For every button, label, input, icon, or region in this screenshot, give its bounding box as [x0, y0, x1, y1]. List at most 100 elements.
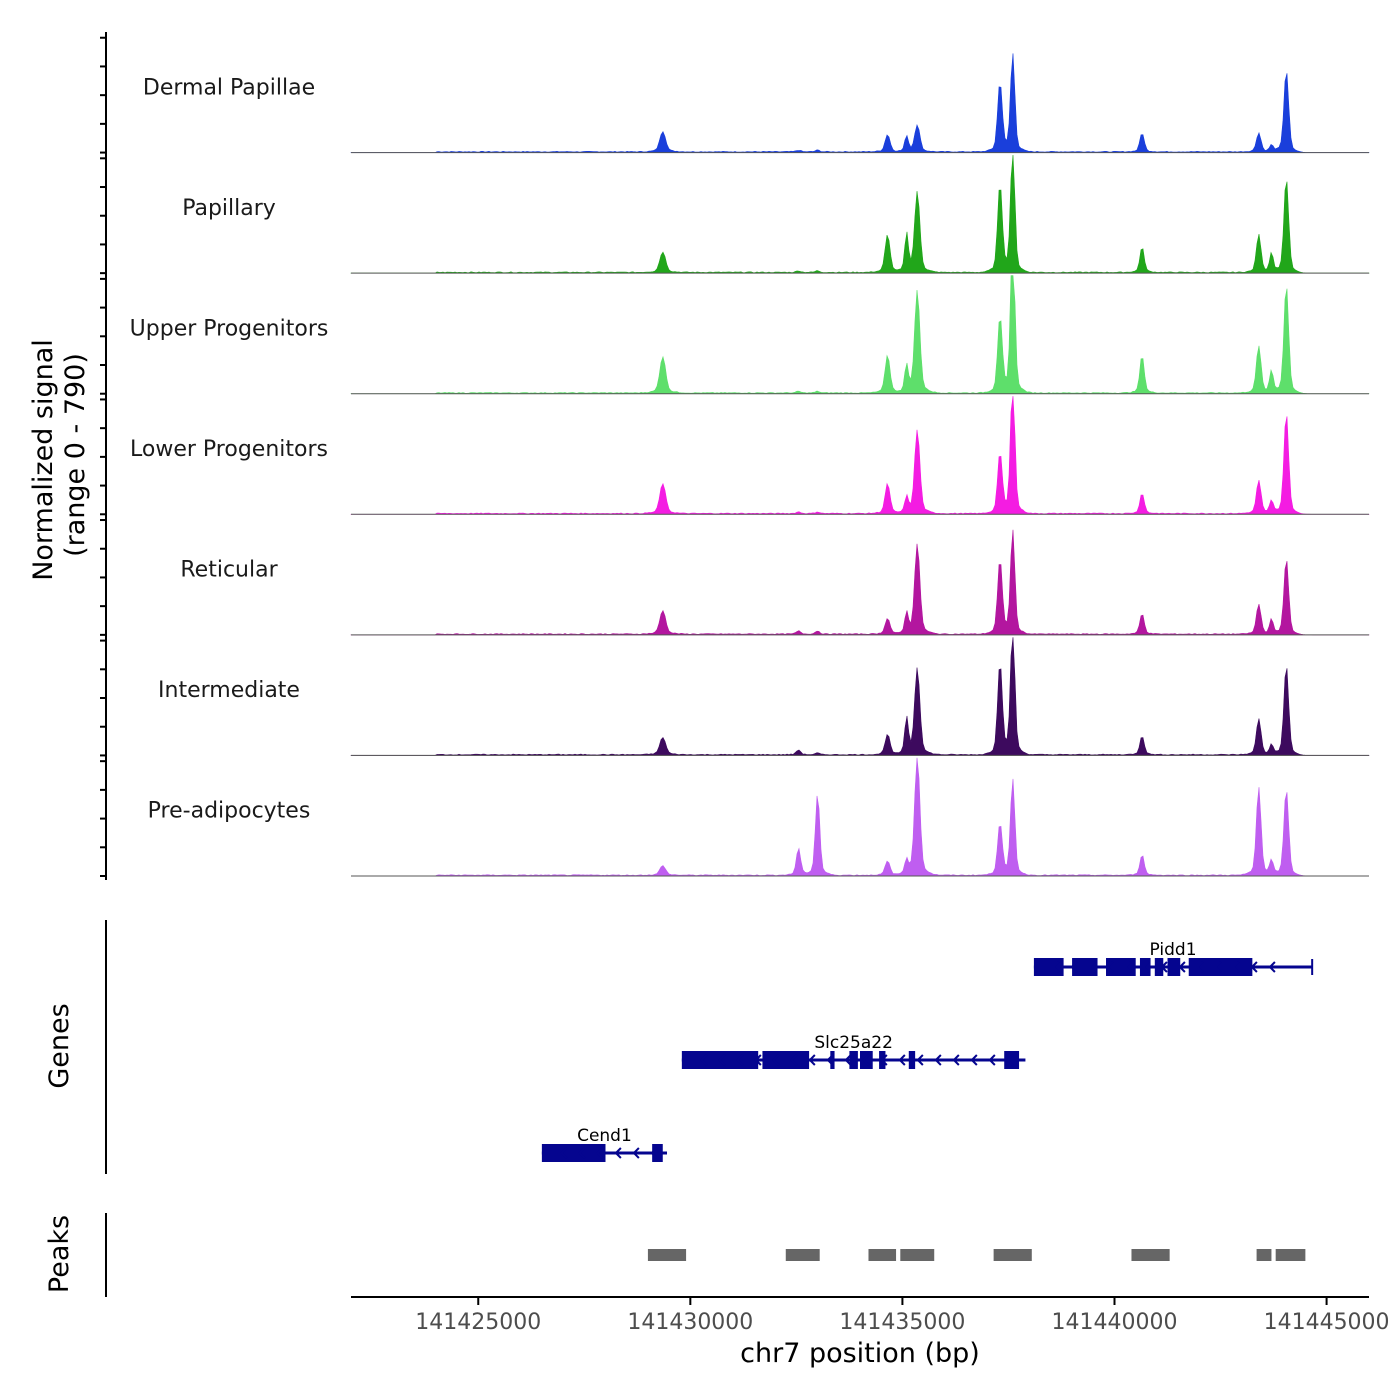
- signal-area: [350, 275, 1370, 395]
- strand-arrow: [790, 1054, 798, 1066]
- x-tick-label: 141435000: [839, 1310, 965, 1335]
- exon: [762, 1051, 810, 1069]
- peaks-track-label: Peaks: [44, 1215, 75, 1293]
- track-label: Lower Progenitors: [130, 437, 328, 462]
- strand-arrow: [614, 1147, 622, 1159]
- signal-area: [350, 396, 1370, 515]
- exon: [908, 1051, 916, 1069]
- strand-arrow: [898, 1054, 906, 1066]
- strand-arrow: [736, 1054, 744, 1066]
- genes-track-label: Genes: [44, 1003, 75, 1088]
- strand-arrow: [754, 1054, 762, 1066]
- strand-arrow: [1250, 961, 1258, 973]
- strand-arrow: [970, 1054, 978, 1066]
- strand-arrow: [1196, 961, 1204, 973]
- strand-arrow: [1124, 961, 1132, 973]
- track-label: Dermal Papillae: [143, 75, 315, 100]
- peak-region: [900, 1249, 935, 1261]
- strand-arrow: [952, 1054, 960, 1066]
- strand-arrow: [1268, 961, 1276, 973]
- peak-region: [785, 1249, 820, 1261]
- track-label: Intermediate: [158, 678, 300, 703]
- gene-track: Pidd1 Slc25a22 Cend1: [541, 940, 1314, 1162]
- x-tick-label: 141430000: [627, 1310, 753, 1335]
- signal-area: [350, 529, 1370, 636]
- exon: [1033, 958, 1064, 976]
- exon: [860, 1051, 873, 1069]
- gene-pidd1: Pidd1: [1033, 940, 1314, 976]
- track-papillary: Papillary: [182, 154, 1370, 274]
- strand-arrow: [880, 1054, 888, 1066]
- gene-slc25a22: Slc25a22: [681, 1033, 1026, 1069]
- signal-area: [350, 154, 1370, 274]
- track-lower-progenitors: Lower Progenitors: [130, 396, 1370, 515]
- strand-arrow: [1006, 1054, 1014, 1066]
- x-axis-ticks: 141425000 141430000 141435000 141440000 1414…: [415, 1297, 1390, 1335]
- peak-region: [993, 1249, 1032, 1261]
- exon: [652, 1144, 663, 1162]
- gene-cend1: Cend1: [541, 1126, 668, 1162]
- x-tick-label: 141440000: [1052, 1310, 1178, 1335]
- strand-arrow: [632, 1147, 640, 1159]
- strand-arrow: [862, 1054, 870, 1066]
- strand-arrow: [718, 1054, 726, 1066]
- strand-arrow: [650, 1147, 658, 1159]
- gene-label: Cend1: [577, 1126, 632, 1146]
- x-tick-label: 141445000: [1264, 1310, 1390, 1335]
- strand-arrow: [560, 1147, 568, 1159]
- peak-track: [647, 1249, 1306, 1261]
- strand-arrow: [1106, 961, 1114, 973]
- strand-arrow: [844, 1054, 852, 1066]
- signal-axis-ticks: [100, 36, 106, 877]
- peak-region: [868, 1249, 897, 1261]
- strand-arrow: [934, 1054, 942, 1066]
- gene-label: Slc25a22: [814, 1033, 893, 1053]
- strand-arrow: [1214, 961, 1222, 973]
- exon: [830, 1051, 835, 1069]
- strand-arrow: [700, 1054, 708, 1066]
- signal-area: [350, 637, 1370, 756]
- strand-arrow: [988, 1054, 996, 1066]
- exon: [1154, 958, 1164, 976]
- exon: [849, 1051, 858, 1069]
- gene-label: Pidd1: [1150, 940, 1197, 960]
- strand-arrow: [1052, 961, 1060, 973]
- strand-arrow: [1070, 961, 1078, 973]
- strand-arrow: [1160, 961, 1168, 973]
- track-reticular: Reticular: [180, 529, 1370, 636]
- strand-arrow: [772, 1054, 780, 1066]
- peak-region: [1275, 1249, 1306, 1261]
- exon: [1072, 958, 1098, 976]
- peak-region: [1256, 1249, 1272, 1261]
- strand-arrow: [1142, 961, 1150, 973]
- exon: [1167, 958, 1181, 976]
- strand-arrow: [1232, 961, 1240, 973]
- strand-arrow: [1178, 961, 1186, 973]
- signal-area: [350, 53, 1370, 153]
- x-axis-title: chr7 position (bp): [740, 1338, 980, 1369]
- strand-arrow: [596, 1147, 604, 1159]
- track-label: Reticular: [180, 558, 278, 583]
- strand-arrow: [578, 1147, 586, 1159]
- peak-region: [1131, 1249, 1170, 1261]
- track-upper-progenitors: Upper Progenitors: [130, 275, 1370, 395]
- peak-region: [647, 1249, 687, 1261]
- signal-tracks: Dermal Papillae Papillary Upper Progenitor…: [130, 53, 1370, 877]
- track-label: Upper Progenitors: [130, 316, 329, 341]
- strand-arrow: [826, 1054, 834, 1066]
- y-axis-title: Normalized signal: [28, 339, 59, 581]
- exon: [1188, 958, 1253, 976]
- x-tick-label: 141425000: [415, 1310, 541, 1335]
- track-pre-adipocytes: Pre-adipocytes: [148, 757, 1369, 877]
- strand-arrow: [916, 1054, 924, 1066]
- strand-arrow: [808, 1054, 816, 1066]
- exon: [1004, 1051, 1020, 1069]
- exon: [541, 1144, 606, 1162]
- strand-arrow: [1088, 961, 1096, 973]
- track-dermal-papillae: Dermal Papillae: [143, 53, 1370, 154]
- track-label: Papillary: [182, 196, 276, 221]
- track-label: Pre-adipocytes: [148, 799, 311, 824]
- track-intermediate: Intermediate: [158, 637, 1370, 756]
- signal-area: [351, 757, 1369, 877]
